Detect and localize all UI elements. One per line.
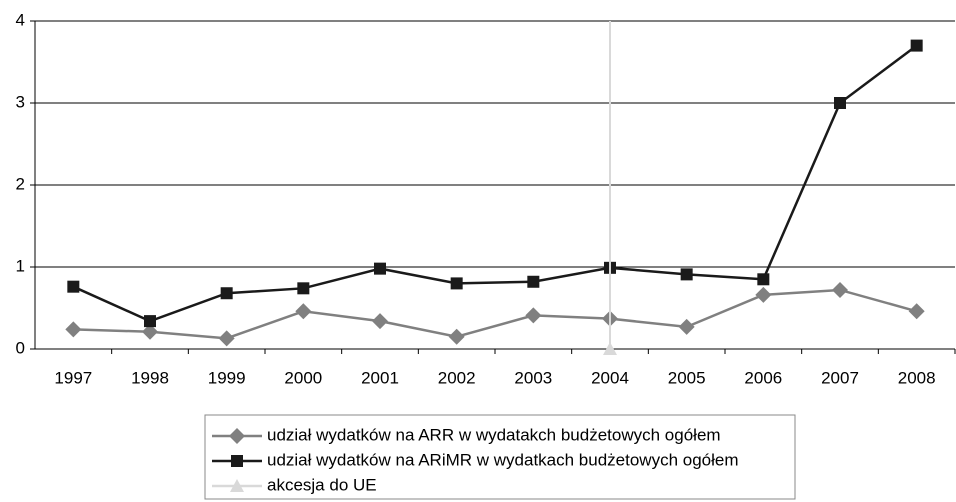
point [220,287,233,300]
legend-label: udział wydatków na ARiMR w wydatkach bud… [267,450,739,469]
legend-marker [230,479,244,492]
y-tick-label: 4 [16,10,25,29]
point [65,321,82,338]
x-tick-label: 2007 [821,368,859,387]
y-tick-label: 0 [16,338,25,357]
point [527,275,540,288]
x-tick-label: 2004 [591,368,629,387]
x-tick-label: 2005 [668,368,706,387]
point [910,39,923,52]
point [218,330,235,347]
point [757,273,770,286]
point [525,307,542,324]
x-tick-label: 2008 [898,368,936,387]
legend-label: akcesja do UE [267,475,377,494]
point [142,323,158,340]
legend-marker [229,428,245,444]
x-tick-label: 1998 [131,368,169,387]
point [295,303,312,320]
point [832,281,848,298]
point [297,282,310,295]
y-tick-label: 2 [16,174,25,193]
series-line [73,288,918,340]
legend-label: udział wydatków na ARR w wydatakch budże… [267,425,721,444]
point [678,318,695,335]
x-tick-label: 2000 [284,368,322,387]
point [372,313,388,330]
point [908,303,925,320]
x-tick-label: 2006 [744,368,782,387]
series-line [72,44,918,323]
point [374,262,386,275]
x-tick-label: 2002 [438,368,476,387]
legend-box [204,414,796,500]
point [67,280,80,293]
y-tick-label: 1 [16,256,25,275]
point [680,268,693,281]
x-tick-label: 1997 [54,368,92,387]
point [755,286,772,303]
point [448,328,465,345]
y-tick-label: 3 [16,92,25,111]
point [450,277,463,290]
legend-marker [231,455,243,467]
x-tick-label: 2001 [361,368,399,387]
point [834,97,846,109]
x-tick-label: 1999 [208,368,246,387]
x-tick-label: 2003 [514,368,552,387]
point [603,342,617,355]
point [144,315,156,328]
